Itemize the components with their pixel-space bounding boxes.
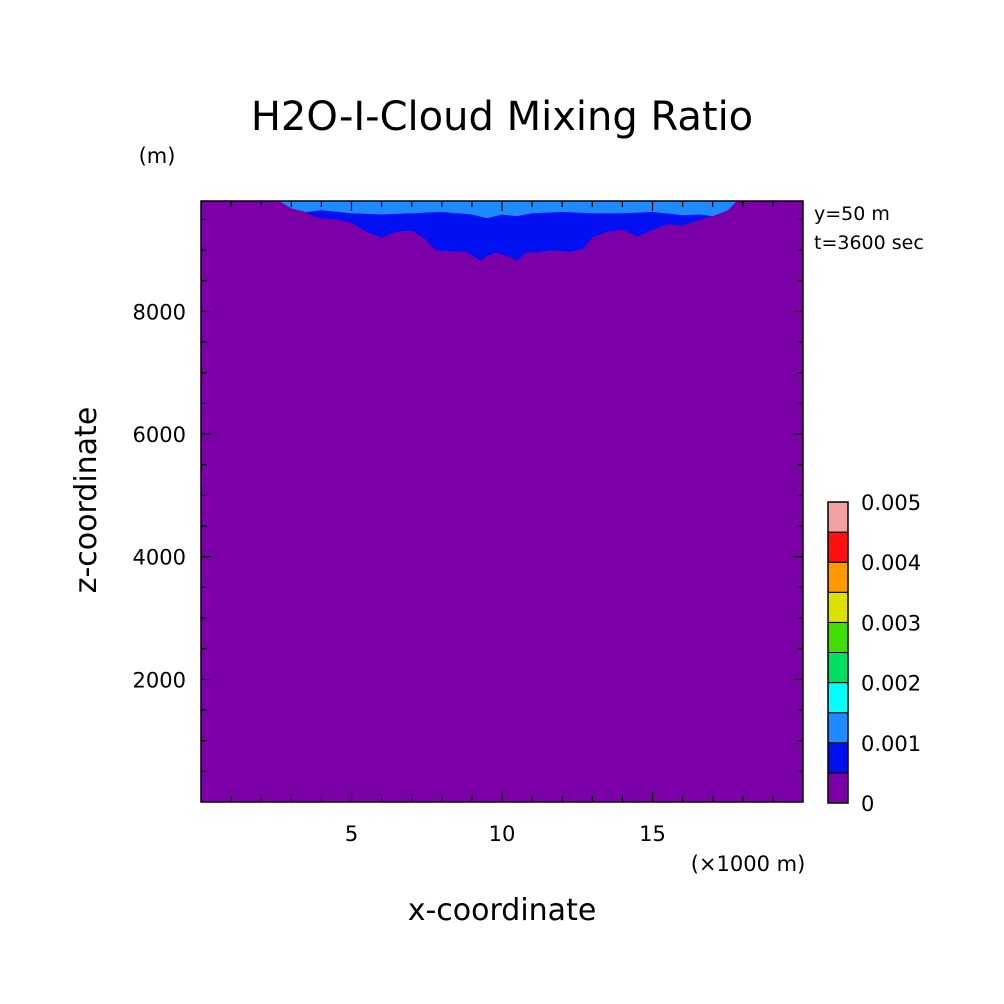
- x-tick-label: 5: [345, 822, 358, 846]
- colorbar-tick-label: 0.002: [861, 672, 921, 696]
- colorbar-segment: [827, 591, 849, 623]
- y-axis-label: z-coordinate: [69, 407, 104, 594]
- colorbar-segment: [827, 772, 849, 804]
- colorbar-tick-label: 0.001: [861, 732, 921, 756]
- colorbar-tick-label: 0.003: [861, 611, 921, 635]
- colorbar-segment: [827, 561, 849, 593]
- colorbar-segment: [827, 652, 849, 684]
- colorbar-segment: [827, 501, 849, 533]
- axis-ticks: 5 10 15 2000 4000 6000 8000: [133, 201, 803, 846]
- colorbar-segment: [827, 742, 849, 774]
- y-axis-unit: (m): [139, 144, 176, 168]
- chart-title: H2O-I-Cloud Mixing Ratio: [251, 94, 753, 140]
- plot-area: [200, 200, 804, 803]
- info-time: t=3600 sec: [814, 232, 924, 254]
- contour-region-1: [282, 201, 734, 261]
- y-tick-label: 4000: [133, 546, 186, 570]
- colorbar-segment: [827, 531, 849, 563]
- field-background: [201, 201, 803, 802]
- colorbar: 0 0.001 0.002 0.003 0.004 0.005: [827, 491, 921, 816]
- colorbar-segment: [827, 682, 849, 714]
- colorbar-segment: [827, 712, 849, 744]
- info-y-location: y=50 m: [814, 203, 890, 225]
- y-tick-label: 6000: [133, 423, 186, 447]
- colorbar-tick-label: 0: [861, 792, 874, 816]
- x-tick-label: 10: [489, 822, 516, 846]
- x-axis-unit: (×1000 m): [691, 852, 806, 876]
- colorbar-tick-label: 0.005: [861, 491, 921, 515]
- x-tick-label: 15: [639, 822, 666, 846]
- x-axis-label: x-coordinate: [408, 893, 597, 928]
- colorbar-segment: [827, 621, 849, 654]
- colorbar-frame: [827, 501, 849, 804]
- y-tick-label: 2000: [133, 668, 186, 692]
- y-tick-label: 8000: [133, 300, 186, 324]
- colorbar-tick-label: 0.004: [861, 551, 921, 575]
